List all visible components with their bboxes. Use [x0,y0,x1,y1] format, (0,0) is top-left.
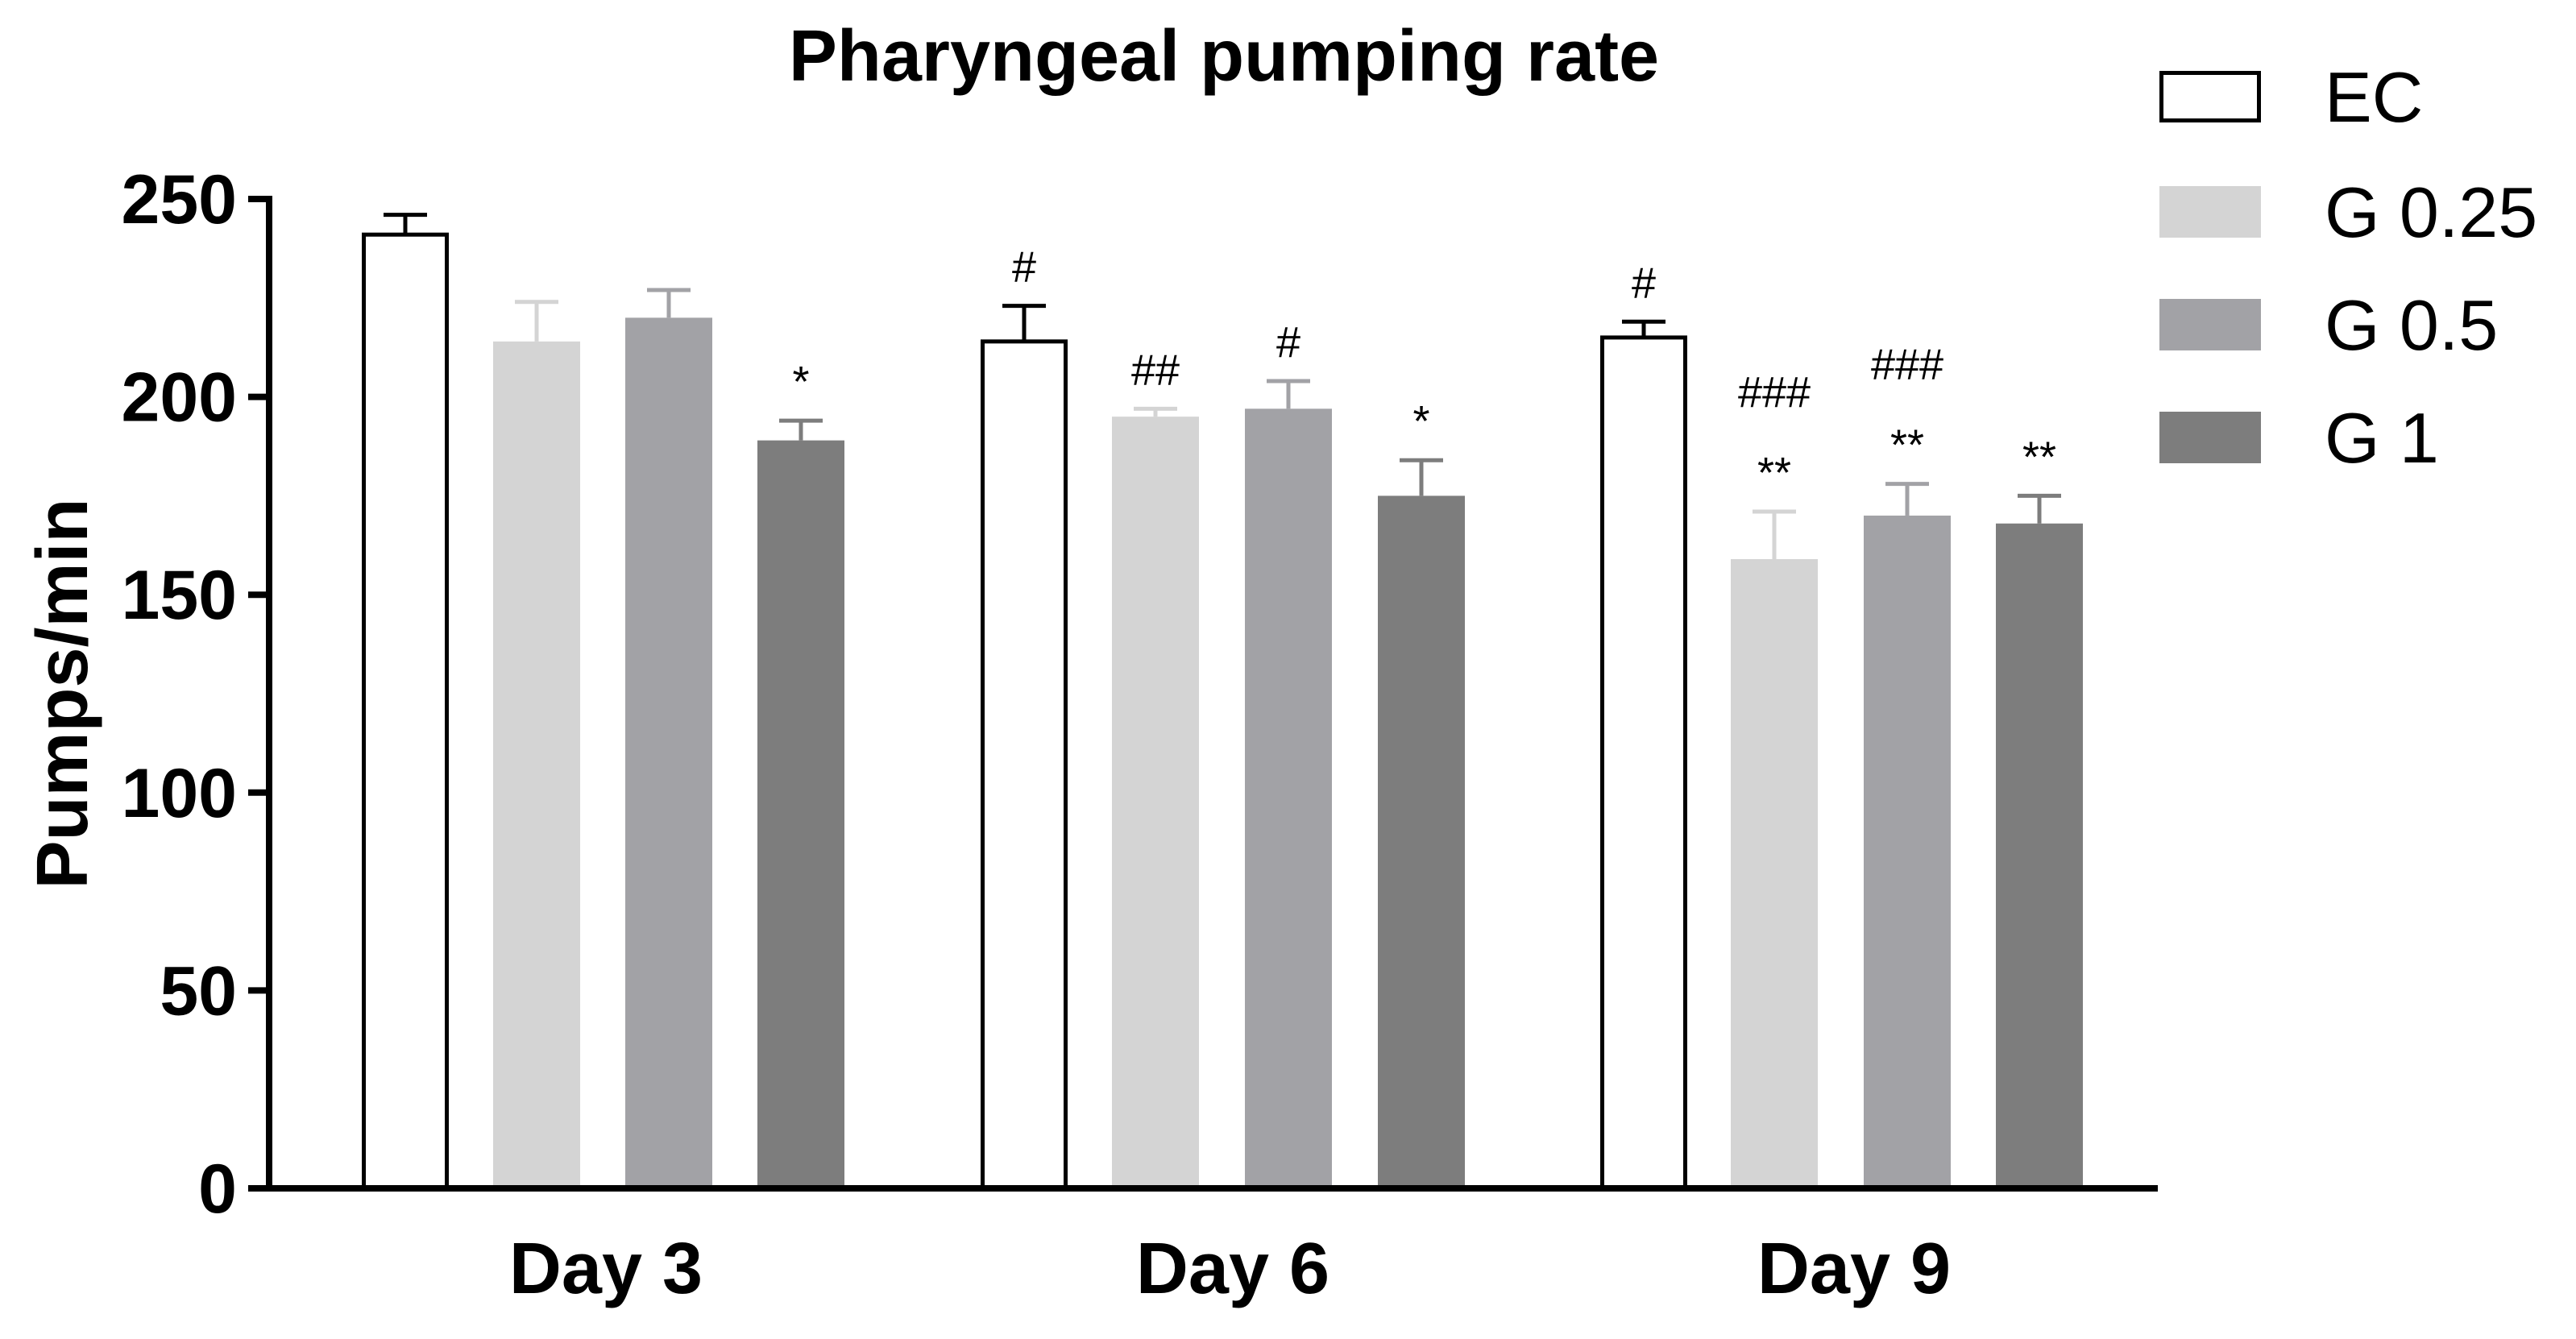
bar [1245,408,1332,1188]
bar [757,440,844,1188]
bar [981,339,1068,1191]
significance-marker: # [1632,259,1656,307]
legend-label: G 1 [2325,398,2439,478]
significance-marker: ** [1890,421,1924,470]
y-tick-label: 200 [122,359,238,437]
y-axis-label: Pumps/min [23,498,103,889]
legend-swatch [2159,71,2261,122]
significance-marker: ### [1738,368,1811,417]
y-tick-label: 0 [198,1150,237,1228]
significance-marker: ** [1757,449,1791,497]
legend-label: G 0.5 [2325,285,2498,365]
x-tick-label: Day 9 [1757,1229,1951,1309]
y-tick-label: 150 [122,557,238,634]
y-tick-label: 250 [122,161,238,238]
bar [1600,335,1687,1191]
significance-marker: ### [1871,341,1943,389]
y-tick-label: 50 [160,952,237,1030]
legend-swatch [2159,299,2261,350]
x-tick-label: Day 6 [1136,1229,1329,1309]
y-tick-label: 100 [122,755,238,832]
significance-marker: * [1412,397,1429,446]
x-tick-label: Day 3 [509,1229,703,1309]
bar [493,341,580,1188]
bar [1864,515,1951,1188]
chart-title: Pharyngeal pumping rate [789,16,1659,97]
bar [1378,495,1465,1188]
significance-marker: * [792,358,809,406]
significance-marker: ** [2022,433,2056,481]
legend-swatch [2159,412,2261,463]
bar [625,317,712,1188]
legend-swatch [2159,186,2261,238]
bar [1996,523,2083,1188]
bar [362,232,449,1191]
legend-label: EC [2325,57,2423,137]
bar [1731,558,1818,1188]
significance-marker: ## [1131,346,1180,394]
significance-marker: # [1276,318,1300,367]
significance-marker: # [1012,243,1036,292]
legend-label: G 0.25 [2325,172,2537,252]
bar [1112,417,1199,1188]
